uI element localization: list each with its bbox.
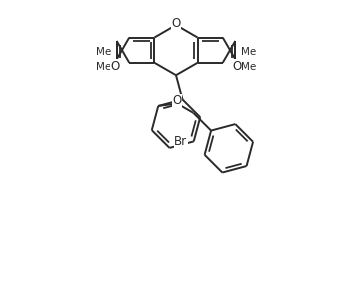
Text: Br: Br [174, 135, 188, 148]
Text: Me: Me [96, 47, 112, 57]
Text: O: O [232, 60, 242, 73]
Text: O: O [110, 60, 120, 73]
Text: Me: Me [240, 47, 256, 57]
Text: Me: Me [240, 62, 256, 72]
Text: Me: Me [96, 62, 112, 72]
Text: O: O [172, 94, 182, 107]
Text: O: O [171, 17, 181, 30]
